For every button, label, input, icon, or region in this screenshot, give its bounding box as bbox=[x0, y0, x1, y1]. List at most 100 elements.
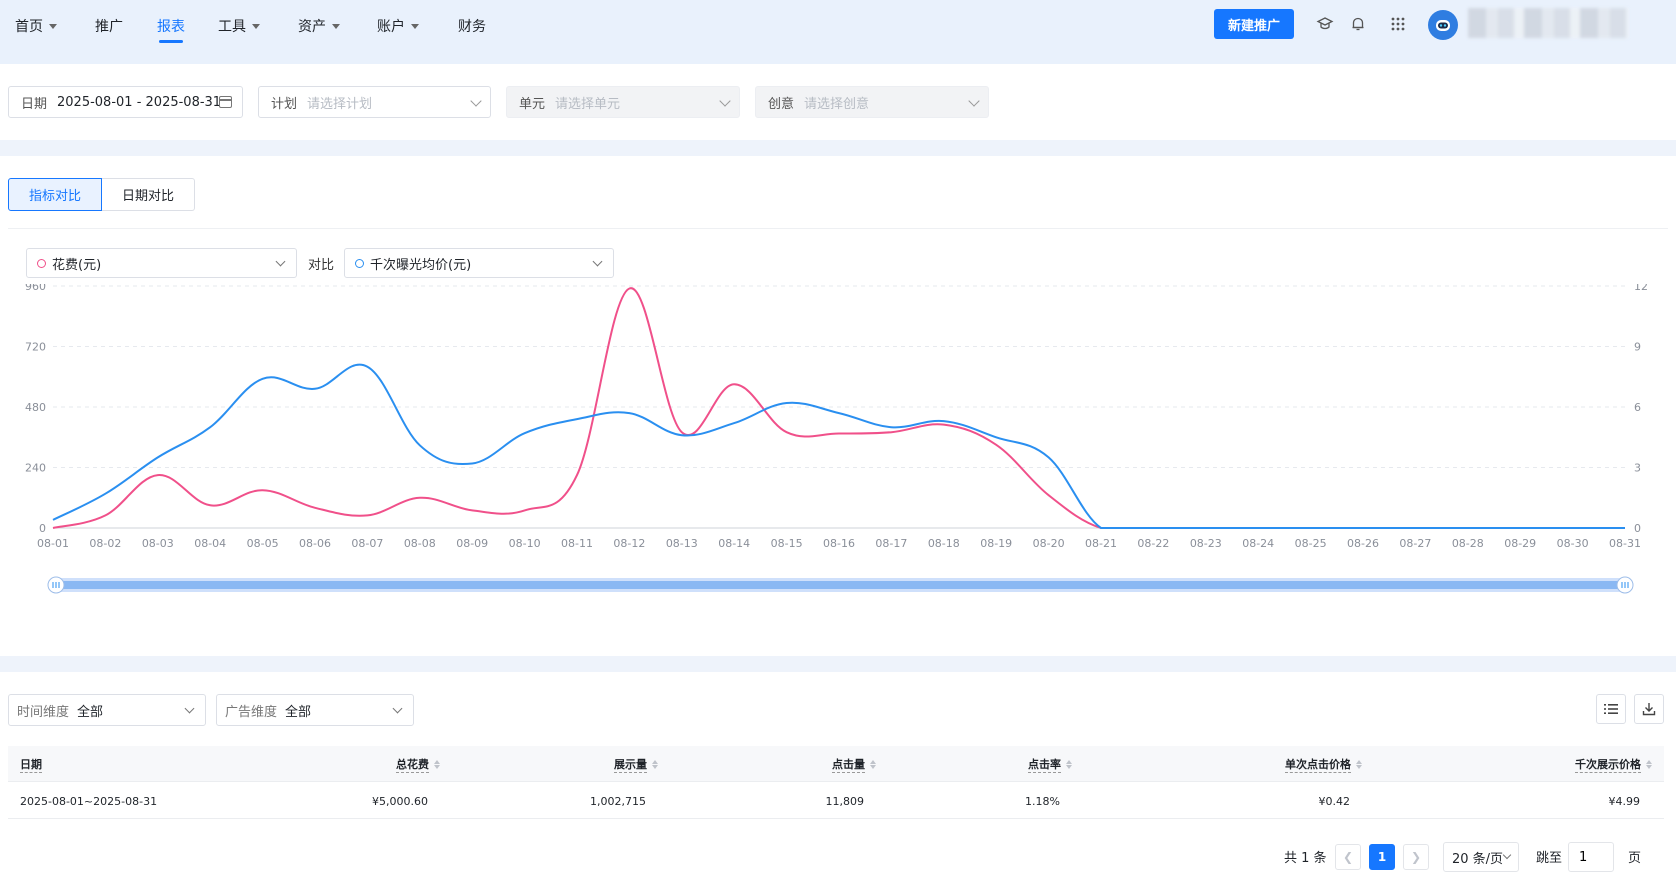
tab-date-compare[interactable]: 日期对比 bbox=[102, 178, 196, 211]
bell-icon[interactable] bbox=[1347, 13, 1369, 35]
new-promotion-button[interactable]: 新建推广 bbox=[1214, 9, 1294, 39]
col-cpc[interactable]: 单次点击价格 bbox=[1285, 746, 1362, 782]
robot-avatar-icon[interactable] bbox=[1428, 10, 1458, 40]
x-tick-label: 08-27 bbox=[1399, 537, 1431, 550]
download-icon bbox=[1642, 703, 1656, 716]
x-tick-label: 08-04 bbox=[194, 537, 226, 550]
ad-dimension-value: 全部 bbox=[285, 704, 312, 720]
creative-placeholder: 请选择创意 bbox=[804, 96, 870, 112]
page-button-current[interactable]: 1 bbox=[1369, 844, 1395, 870]
apps-grid-icon[interactable] bbox=[1387, 13, 1409, 35]
sort-icon[interactable] bbox=[870, 759, 876, 769]
nav-assets[interactable]: 资产 bbox=[298, 16, 340, 36]
y-right-tick-label: 9 bbox=[1634, 341, 1641, 354]
column-settings-button[interactable] bbox=[1596, 694, 1626, 724]
chevron-down-icon bbox=[184, 703, 195, 714]
nav-promotion-label: 推广 bbox=[95, 19, 123, 35]
date-range-picker[interactable]: 日期 2025-08-01 - 2025-08-31 bbox=[8, 86, 243, 118]
y-left-tick-label: 240 bbox=[25, 462, 46, 475]
nav-tools[interactable]: 工具 bbox=[218, 16, 260, 36]
caret-down-icon bbox=[49, 23, 57, 29]
nav-promotion[interactable]: 推广 bbox=[95, 16, 123, 36]
cell-cpc: ¥0.42 bbox=[1318, 794, 1351, 808]
download-button[interactable] bbox=[1634, 694, 1664, 724]
y-right-tick-label: 6 bbox=[1634, 401, 1641, 414]
x-tick-label: 08-22 bbox=[1137, 537, 1169, 550]
time-dimension-select[interactable]: 时间维度 全部 bbox=[8, 694, 206, 726]
sort-icon[interactable] bbox=[1646, 759, 1652, 769]
calendar-icon bbox=[219, 96, 232, 108]
sort-icon[interactable] bbox=[1066, 759, 1072, 769]
plan-label: 计划 bbox=[271, 96, 298, 112]
grip-icon bbox=[52, 582, 60, 588]
primary-metric-select[interactable]: 花费(元) bbox=[26, 248, 297, 278]
x-tick-label: 08-14 bbox=[718, 537, 750, 550]
x-tick-label: 08-01 bbox=[37, 537, 69, 550]
col-cpm[interactable]: 千次展示价格 bbox=[1575, 746, 1652, 782]
x-tick-label: 08-29 bbox=[1504, 537, 1536, 550]
x-axis: 08-01 08-02 08-03 08-04 08-05 08-06 08-07 08-08… bbox=[37, 537, 1641, 550]
chart-grid bbox=[53, 285, 1625, 529]
creative-label: 创意 bbox=[768, 96, 795, 112]
nav-finance[interactable]: 财务 bbox=[458, 16, 486, 36]
chevron-down-icon bbox=[968, 95, 980, 107]
y-right-tick-label: 12 bbox=[1634, 284, 1648, 293]
username-blurred[interactable] bbox=[1468, 8, 1628, 38]
grip-icon bbox=[1621, 582, 1629, 588]
nav-reports-label: 报表 bbox=[157, 19, 185, 35]
y-right-tick-label: 3 bbox=[1634, 462, 1641, 475]
cell-impressions: 1,002,715 bbox=[590, 794, 646, 808]
y-left-tick-label: 960 bbox=[25, 284, 46, 293]
col-clicks[interactable]: 点击量 bbox=[832, 746, 876, 782]
caret-down-icon bbox=[252, 23, 260, 29]
unit-select: 单元 请选择单元 bbox=[506, 86, 740, 118]
y-left-tick-label: 0 bbox=[39, 522, 46, 535]
date-label: 日期 bbox=[21, 96, 48, 112]
cell-clicks: 11,809 bbox=[825, 794, 865, 808]
ad-dimension-select[interactable]: 广告维度 全部 bbox=[216, 694, 414, 726]
x-tick-label: 08-11 bbox=[561, 537, 593, 550]
col-ctr[interactable]: 点击率 bbox=[1028, 746, 1072, 782]
chevron-down-icon bbox=[470, 95, 482, 107]
graduation-cap-icon[interactable] bbox=[1314, 13, 1336, 35]
creative-select: 创意 请选择创意 bbox=[755, 86, 989, 118]
col-total-cost[interactable]: 总花费 bbox=[396, 746, 440, 782]
y-left-tick-label: 480 bbox=[25, 401, 46, 414]
pagination-total: 共 1 条 bbox=[1284, 850, 1327, 866]
page-size-value: 20 条/页 bbox=[1452, 851, 1504, 867]
page-size-select[interactable]: 20 条/页 bbox=[1443, 842, 1519, 872]
jump-page-input[interactable] bbox=[1568, 842, 1614, 872]
cell-cpm: ¥4.99 bbox=[1608, 794, 1641, 808]
sort-icon[interactable] bbox=[434, 759, 440, 769]
x-tick-label: 08-23 bbox=[1190, 537, 1222, 550]
nav-account[interactable]: 账户 bbox=[377, 16, 419, 36]
list-icon bbox=[1604, 704, 1618, 714]
chevron-left-icon: ❮ bbox=[1342, 850, 1354, 864]
plan-select[interactable]: 计划 请选择计划 bbox=[258, 86, 491, 118]
chevron-down-icon bbox=[392, 703, 403, 714]
x-tick-label: 08-31 bbox=[1609, 537, 1641, 550]
chevron-down-icon bbox=[592, 256, 603, 267]
nav-reports[interactable]: 报表 bbox=[157, 16, 185, 43]
report-filters: 日期 2025-08-01 - 2025-08-31 计划 请选择计划 单元 请… bbox=[0, 64, 1676, 140]
x-tick-label: 08-03 bbox=[142, 537, 174, 550]
compare-label: 对比 bbox=[308, 258, 335, 273]
col-cpc-label: 单次点击价格 bbox=[1285, 757, 1351, 773]
next-page-button[interactable]: ❯ bbox=[1403, 844, 1429, 870]
tab-metric-compare[interactable]: 指标对比 bbox=[8, 178, 103, 211]
prev-page-button[interactable]: ❮ bbox=[1335, 844, 1361, 870]
data-zoom-slider[interactable] bbox=[47, 576, 1634, 594]
x-tick-label: 08-15 bbox=[771, 537, 803, 550]
col-clicks-label: 点击量 bbox=[832, 757, 865, 773]
sort-icon[interactable] bbox=[652, 759, 658, 769]
col-impressions[interactable]: 展示量 bbox=[614, 746, 658, 782]
compare-metric-select[interactable]: 千次曝光均价(元) bbox=[344, 248, 614, 278]
table-header: 日期 总花费 展示量 点击量 点击率 单次点击价格 千次展示价格 bbox=[8, 746, 1664, 782]
sort-icon[interactable] bbox=[1356, 759, 1362, 769]
chart-series bbox=[52, 287, 1625, 529]
x-tick-label: 08-05 bbox=[247, 537, 279, 550]
chart-panel: 指标对比 日期对比 花费(元) 对比 千次曝光均价(元) 0 240 480 720 9… bbox=[0, 156, 1676, 656]
nav-home[interactable]: 首页 bbox=[15, 16, 57, 36]
x-tick-label: 08-30 bbox=[1557, 537, 1589, 550]
